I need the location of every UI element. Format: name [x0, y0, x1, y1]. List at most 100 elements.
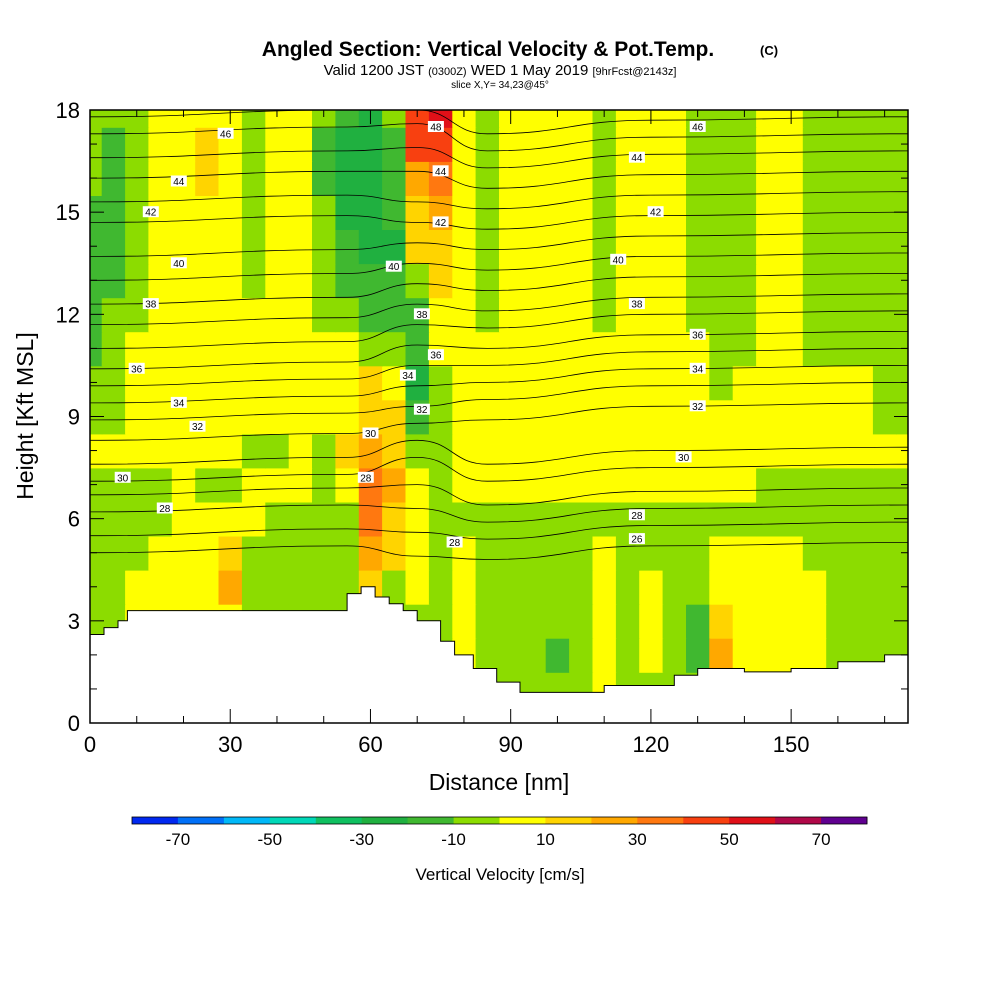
- velocity-cell: [288, 467, 313, 503]
- velocity-cell: [849, 569, 874, 605]
- velocity-cell: [218, 195, 243, 230]
- velocity-cell: [288, 229, 313, 265]
- velocity-cell: [709, 467, 734, 503]
- velocity-cell: [218, 263, 243, 299]
- velocity-cell: [802, 637, 827, 673]
- svg-text:28: 28: [159, 504, 171, 515]
- velocity-cell: [335, 161, 360, 196]
- velocity-cell: [382, 297, 407, 333]
- velocity-cell: [101, 229, 126, 265]
- svg-text:48: 48: [430, 123, 442, 134]
- theta-contour-27: [90, 521, 908, 540]
- velocity-cell: [125, 229, 150, 265]
- colorbar-tick-label: -30: [349, 830, 374, 849]
- velocity-cell: [405, 433, 430, 469]
- colorbar-swatch: [545, 817, 592, 824]
- svg-text:32: 32: [692, 402, 704, 413]
- colorbar-swatch: [637, 817, 684, 824]
- colorbar-swatch: [683, 817, 730, 824]
- velocity-cell: [849, 603, 874, 639]
- velocity-cell: [545, 433, 570, 469]
- velocity-cell: [802, 263, 827, 299]
- contour-label: 48: [427, 121, 444, 134]
- velocity-cell: [428, 569, 454, 605]
- velocity-cell: [709, 127, 734, 162]
- velocity-cell: [662, 127, 687, 162]
- velocity-cell: [732, 637, 757, 673]
- velocity-cell: [592, 637, 617, 673]
- velocity-cell: [872, 229, 898, 265]
- theta-contour-39: [90, 273, 908, 305]
- velocity-cell: [171, 535, 196, 571]
- colorbar-swatch: [775, 817, 822, 824]
- velocity-cell: [265, 501, 290, 537]
- velocity-cell: [615, 331, 641, 367]
- velocity-cell: [405, 501, 430, 537]
- velocity-cell: [265, 263, 290, 299]
- velocity-cell: [148, 467, 173, 503]
- svg-text:32: 32: [416, 405, 428, 416]
- velocity-cell: [709, 110, 734, 128]
- contour-label: 38: [628, 298, 645, 311]
- velocity-cell: [849, 127, 874, 162]
- velocity-cell: [802, 127, 827, 162]
- velocity-cell: [569, 569, 594, 605]
- velocity-cell: [288, 569, 313, 605]
- velocity-cell: [241, 365, 267, 401]
- velocity-cell: [241, 467, 267, 503]
- velocity-cell: [756, 263, 781, 299]
- velocity-cell: [405, 569, 430, 605]
- subtitle-forecast: [9hrFcst@2143z]: [593, 66, 677, 78]
- velocity-cell: [569, 127, 594, 162]
- velocity-cell: [125, 161, 150, 196]
- velocity-cell: [428, 501, 454, 537]
- theta-contour-46: [90, 123, 908, 152]
- velocity-cell: [686, 501, 711, 537]
- velocity-cell: [756, 195, 781, 230]
- contour-label: 42: [647, 206, 664, 219]
- velocity-cell: [288, 110, 313, 128]
- velocity-cell: [312, 331, 337, 367]
- svg-text:42: 42: [435, 218, 447, 229]
- velocity-cell: [195, 127, 220, 162]
- velocity-cell: [475, 297, 500, 333]
- velocity-cell: [545, 467, 570, 503]
- velocity-cell: [499, 195, 524, 230]
- velocity-cell: [335, 467, 360, 503]
- velocity-cell: [101, 195, 126, 230]
- velocity-cell: [639, 229, 664, 265]
- velocity-cell: [732, 263, 757, 299]
- velocity-cell: [148, 569, 173, 605]
- svg-text:40: 40: [613, 255, 625, 266]
- velocity-cell: [756, 637, 781, 673]
- chart-title-unit: (C): [760, 43, 778, 58]
- velocity-cell: [872, 501, 898, 537]
- velocity-cell: [312, 365, 337, 401]
- velocity-cell: [639, 263, 664, 299]
- velocity-cell: [849, 433, 874, 469]
- velocity-cell: [732, 399, 757, 435]
- velocity-cell: [452, 127, 477, 162]
- velocity-cell: [335, 297, 360, 333]
- velocity-cell: [312, 399, 337, 435]
- velocity-cell: [732, 569, 757, 605]
- velocity-cell: [335, 365, 360, 401]
- velocity-cell: [522, 467, 547, 503]
- velocity-cell: [335, 399, 360, 435]
- theta-contour-44: [90, 170, 908, 189]
- x-tick-label: 150: [773, 732, 810, 757]
- x-axis-ticks: 0 30 60 90 120 150: [84, 110, 886, 757]
- velocity-cell: [545, 501, 570, 537]
- velocity-cell: [779, 501, 804, 537]
- contour-label: 46: [689, 121, 706, 134]
- velocity-cell: [826, 161, 851, 196]
- velocity-cell: [756, 569, 781, 605]
- colorbar-tick-label: -70: [166, 830, 191, 849]
- svg-text:40: 40: [173, 259, 185, 270]
- velocity-cell: [662, 195, 687, 230]
- velocity-cell: [171, 297, 196, 333]
- velocity-cell: [522, 110, 547, 128]
- velocity-cell: [545, 331, 570, 367]
- potential-temperature-contours: [90, 110, 908, 560]
- velocity-cell: [335, 127, 360, 162]
